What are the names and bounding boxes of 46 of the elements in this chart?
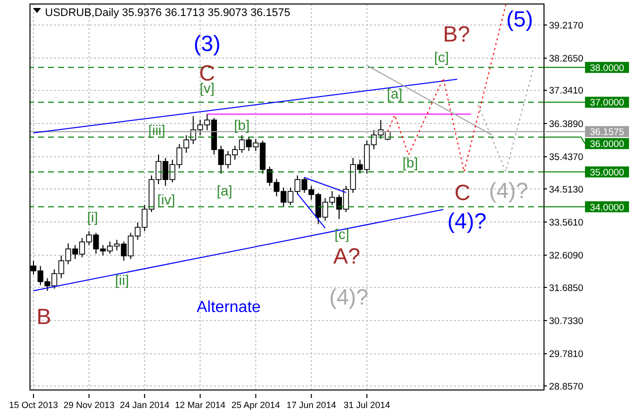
- annotation: B: [36, 304, 52, 330]
- annotation: [a]: [216, 182, 232, 198]
- annotation: [iv]: [157, 192, 176, 208]
- y-tick-label: 36.3890: [549, 118, 584, 130]
- x-tick-label: 24 Jan 2014: [120, 400, 170, 410]
- annotation: (4)?: [329, 284, 368, 310]
- annotation: [c]: [334, 226, 350, 242]
- y-tick-label: 33.5610: [549, 217, 584, 228]
- annotation: (3): [194, 31, 221, 56]
- x-tick-label: 31 Jul 2014: [344, 400, 390, 410]
- x-tick-label: 17 Jun 2014: [286, 400, 336, 410]
- annotation: B?: [443, 21, 470, 46]
- ref-line-label: 38.0000: [590, 62, 624, 74]
- ref-line-label: 36.0000: [590, 139, 624, 150]
- x-tick-label: 25 Apr 2014: [231, 400, 280, 410]
- ref-line-label: 35.0000: [590, 167, 624, 178]
- annotation: [c]: [434, 49, 449, 66]
- y-tick-label: 38.2650: [549, 54, 584, 65]
- annotation: A?: [333, 244, 360, 269]
- ref-line-label: 36.1575: [590, 127, 624, 138]
- y-tick-label: 28.8570: [549, 381, 584, 392]
- annotation: (5): [506, 6, 534, 32]
- annotation: [a]: [386, 85, 402, 102]
- annotation: (4)?: [447, 208, 486, 234]
- annotation: Alternate: [196, 298, 261, 316]
- annotation: [ii]: [115, 272, 130, 288]
- x-tick-label: 29 Nov 2013: [64, 400, 115, 410]
- y-tick-label: 35.4370: [549, 152, 584, 164]
- annotation: [iii]: [148, 122, 166, 138]
- annotation: (4)?: [489, 178, 528, 204]
- y-tick-label: 31.6850: [549, 282, 584, 294]
- annotation: [b]: [234, 116, 250, 133]
- y-tick-label: 39.2170: [549, 20, 584, 32]
- ref-line-label: 34.0000: [590, 202, 624, 214]
- annotation: [b]: [402, 154, 418, 170]
- ref-line-label: 37.0000: [590, 98, 624, 109]
- y-tick-label: 30.7330: [549, 316, 584, 327]
- y-tick-label: 29.7810: [549, 349, 584, 360]
- y-tick-label: 37.3410: [549, 86, 584, 97]
- annotation: C: [454, 180, 470, 206]
- x-tick-label: 15 Oct 2013: [8, 400, 58, 410]
- x-tick-label: 12 Mar 2014: [174, 400, 226, 410]
- y-tick-label: 32.6090: [549, 250, 584, 262]
- annotation: [i]: [87, 209, 98, 226]
- chart-title: USDRUB,Daily 35.9376 36.1713 35.9073 36.1575: [45, 7, 290, 19]
- y-tick-label: 34.5130: [549, 184, 584, 196]
